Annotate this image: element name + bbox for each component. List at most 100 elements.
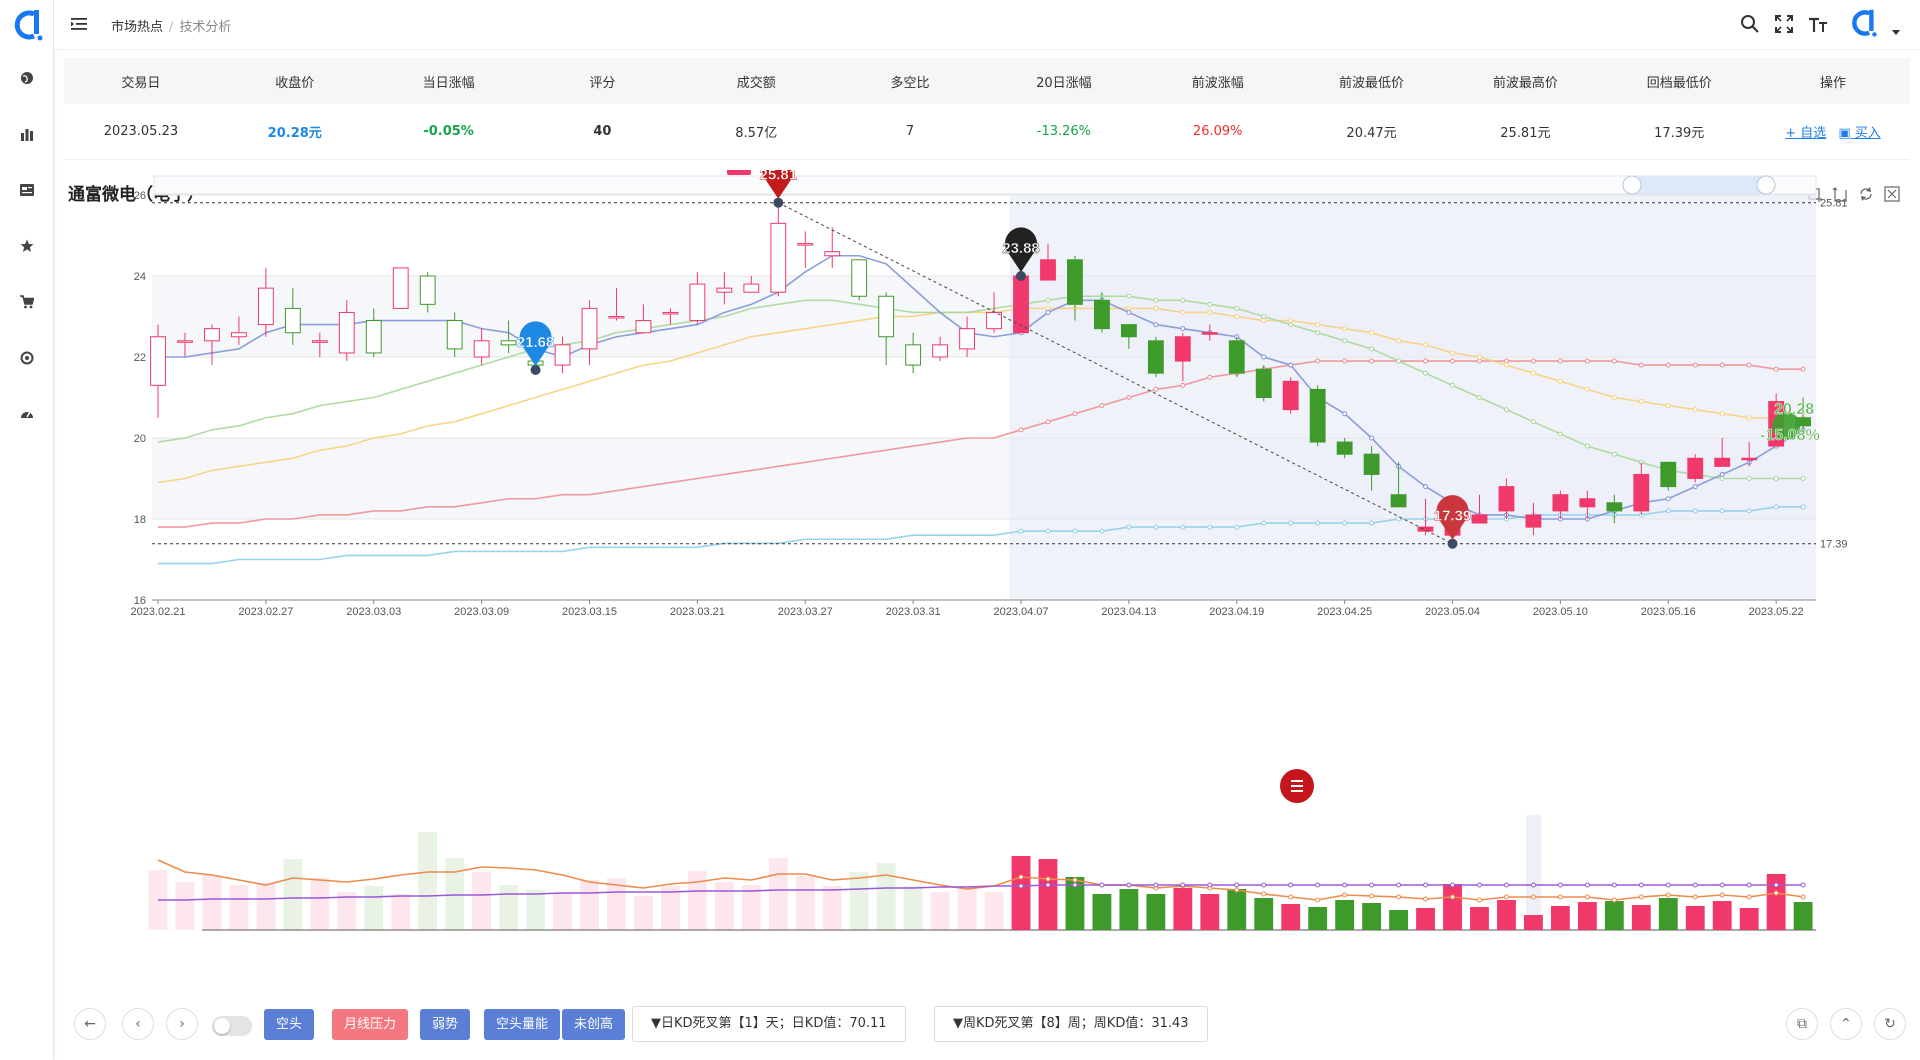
ma5-point <box>1423 484 1429 490</box>
volume-bar <box>310 878 330 930</box>
star-icon[interactable] <box>17 236 37 256</box>
volume-bar <box>1658 898 1678 930</box>
candle-body <box>284 307 301 334</box>
candle-body <box>932 344 949 358</box>
volume-bar <box>1416 908 1435 930</box>
tag-monthly-pressure[interactable]: 月线压力 <box>332 1009 409 1040</box>
volume_ma1-point <box>1665 892 1671 898</box>
y-tick-label: 18 <box>134 514 146 526</box>
ma18-line <box>157 295 1804 480</box>
add-watchlist-link[interactable]: + 自选 <box>1785 126 1827 141</box>
menu-toggle-icon[interactable] <box>70 15 88 33</box>
volume_ma2-point <box>1072 882 1078 888</box>
font-size-icon[interactable] <box>1808 14 1828 34</box>
volume_ma2-point <box>1396 882 1402 888</box>
dashboard-icon[interactable] <box>17 404 37 424</box>
ma18-point <box>1342 338 1348 344</box>
ma31-point <box>1450 350 1456 356</box>
volume_ma2-point <box>1369 882 1375 888</box>
bottom-toolbar: ← ‹ › 空头 月线压力 弱势 空头量能 未创高 ▼日KD死叉第【1】天；日K… <box>54 1000 1920 1048</box>
volume_ma2-point <box>1423 882 1429 888</box>
low-mid-marker-pin <box>519 321 552 366</box>
candle-body <box>1552 494 1569 512</box>
breadcrumb-item-market[interactable]: 市场热点 <box>111 20 164 35</box>
tag-weak[interactable]: 弱势 <box>420 1009 471 1040</box>
user-avatar[interactable] <box>1848 8 1878 38</box>
volume-bar <box>553 893 572 930</box>
volume_ma1-point <box>1342 892 1348 898</box>
ma18-point <box>1261 314 1267 319</box>
low-marker-dot <box>1447 538 1458 549</box>
candle-body <box>851 259 868 297</box>
ma250-point <box>1261 520 1267 526</box>
kline-chart[interactable]: 16 18 20 22 24 26 2023.02.21 2023.02.27 2023.03.… <box>54 170 1920 970</box>
volume_ma2-point <box>1665 882 1671 888</box>
ma63-point <box>1342 358 1348 364</box>
zoom-reset-icon[interactable] <box>1832 186 1848 202</box>
ma63-point <box>1746 362 1752 368</box>
next-button[interactable]: › <box>166 1008 198 1040</box>
ma5-point <box>1342 411 1348 417</box>
prev-button[interactable]: ‹ <box>122 1008 154 1040</box>
ma31-point <box>1476 354 1482 360</box>
y-tick-label: 24 <box>134 271 146 283</box>
volume-bar <box>1200 894 1220 930</box>
volume-bar <box>472 872 492 930</box>
volume_ma2-point <box>1557 882 1563 888</box>
volume_ma2-point <box>1018 883 1024 889</box>
candle-body <box>1174 336 1191 362</box>
wave-high: 25.81元 <box>1500 126 1551 141</box>
y-tick-label: 22 <box>134 352 146 364</box>
fullscreen-icon[interactable] <box>1774 14 1794 34</box>
volume_ma1-point <box>1584 894 1590 900</box>
x-tick-label: 2023.04.13 <box>1101 606 1156 618</box>
x-tick-label: 2023.03.21 <box>670 606 725 618</box>
buy-link[interactable]: ▣ 买入 <box>1838 126 1881 141</box>
volume-bar <box>1119 889 1139 930</box>
candle-body <box>204 328 220 342</box>
volume-bar <box>1308 907 1328 930</box>
cart-icon[interactable] <box>17 292 37 312</box>
ma31-line <box>157 307 1804 484</box>
ma18-point <box>1611 451 1617 457</box>
target-icon[interactable] <box>17 348 37 368</box>
volume-bar <box>1065 877 1085 930</box>
chevron-down-icon[interactable] <box>1892 30 1900 36</box>
header-cell: 20日涨幅 <box>1036 75 1092 91</box>
volume_ma2-point <box>1530 882 1536 888</box>
ma63-point <box>1584 358 1590 364</box>
scroll-top-button[interactable]: ⌃ <box>1830 1008 1862 1040</box>
candle-body <box>581 307 598 350</box>
volume-bar <box>391 894 411 930</box>
copy-button[interactable]: ⧉ <box>1786 1008 1818 1040</box>
candle-body <box>1390 494 1407 508</box>
bar-chart-icon[interactable] <box>17 124 37 144</box>
ma18-point <box>1126 293 1132 299</box>
ma5-point <box>1045 309 1051 315</box>
candle-body <box>1309 388 1326 443</box>
refresh-button[interactable]: ↻ <box>1874 1008 1906 1040</box>
volume_ma1-point <box>1288 894 1294 900</box>
news-icon[interactable] <box>17 180 37 200</box>
tag-short[interactable]: 空头 <box>264 1009 315 1040</box>
globe-icon[interactable] <box>17 68 37 88</box>
app-logo[interactable] <box>10 8 44 42</box>
volume_ma2-point <box>1180 882 1186 888</box>
operations: + 自选 ▣ 买入 <box>1756 122 1910 141</box>
volume-bar <box>1092 894 1112 930</box>
low-line-label: 17.39 <box>1820 539 1848 551</box>
back-button[interactable]: ← <box>74 1008 106 1040</box>
ma5-point <box>1153 322 1159 328</box>
tag-no-new-high[interactable]: 未创高 <box>562 1009 626 1040</box>
candle-body <box>824 251 841 257</box>
search-icon[interactable] <box>1740 14 1760 34</box>
save-image-icon[interactable] <box>1884 186 1900 202</box>
volume_ma1-point <box>1423 896 1429 902</box>
candle-body <box>554 344 571 366</box>
toggle-switch[interactable] <box>212 1016 252 1036</box>
tag-short-volume[interactable]: 空头量能 <box>484 1009 561 1040</box>
ma250-point <box>1045 528 1051 534</box>
score: 40 <box>593 124 612 139</box>
restore-icon[interactable] <box>1858 186 1874 202</box>
volume_ma2-point <box>1288 882 1294 888</box>
